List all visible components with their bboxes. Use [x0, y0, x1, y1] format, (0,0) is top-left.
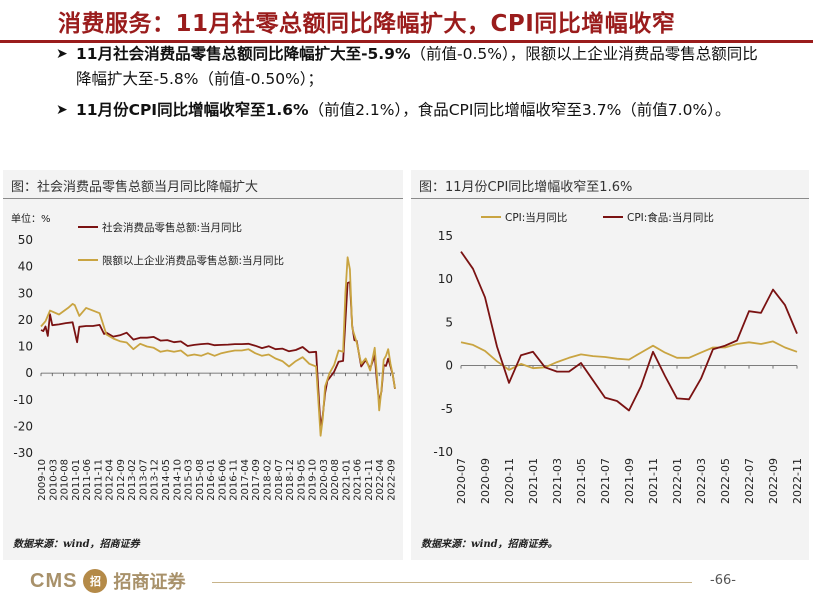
- data-source: 数据来源：wind，招商证券: [13, 539, 140, 550]
- slide-title: 消费服务：11月社零总额同比降幅扩大，CPI同比增幅收窄: [58, 11, 676, 37]
- x-tick-label: 2020-08: [330, 459, 341, 501]
- x-tick-label: 2014-05: [161, 459, 172, 501]
- x-tick-label: 2009-10: [37, 459, 48, 501]
- logo-chinese-name: 招商证券: [113, 572, 186, 593]
- x-tick-label: 2018-07: [274, 459, 285, 501]
- chart-title: 图：社会消费品零售总额当月同比降幅扩大: [11, 180, 259, 195]
- y-tick-label: 20: [18, 313, 33, 327]
- y-tick-label: 5: [445, 315, 453, 329]
- bullet-point: ➤ 11月社会消费品零售总额同比降幅扩大至-5.9%（前值-0.5%），限额以上…: [56, 42, 758, 92]
- x-tick-label: 2020-11: [503, 458, 516, 504]
- bullet-rest: （前值-0.5%），限额以上企业消费品零售总额同比降幅扩大至-5.8%（前值-0…: [76, 45, 758, 88]
- panel-divider: [411, 198, 809, 199]
- y-tick-label: -30: [13, 446, 33, 460]
- bullet-text: 11月份CPI同比增幅收窄至1.6%（前值2.1%），食品CPI同比增幅收窄至3…: [58, 98, 758, 123]
- x-tick-label: 2022-09: [767, 458, 780, 504]
- x-tick-label: 2020-09: [479, 458, 492, 504]
- x-tick-label: 2017-09: [251, 459, 262, 501]
- company-logo: CMS 招 招商证券: [30, 568, 185, 594]
- x-tick-label: 2015-08: [195, 459, 206, 501]
- bullet-lead: 11月社会消费品零售总额同比降幅扩大至-5.9%: [76, 45, 411, 63]
- series-line-2: [40, 256, 396, 437]
- x-tick-label: 2022-05: [719, 458, 732, 504]
- page-number: -66-: [710, 573, 736, 588]
- arrow-bullet-icon: ➤: [56, 46, 68, 62]
- x-tick-label: 2016-01: [206, 459, 217, 501]
- x-tick-label: 2018-12: [285, 459, 296, 501]
- x-tick-label: 2020-03: [319, 459, 330, 501]
- legend-label: 限额以上企业消费品零售总额:当月同比: [102, 254, 284, 267]
- x-tick-label: 2012-09: [116, 459, 127, 501]
- x-tick-label: 2017-04: [240, 459, 251, 501]
- y-tick-label: -10: [433, 445, 453, 459]
- data-source: 数据来源：wind，招商证券。: [421, 539, 558, 550]
- y-tick-label: 0: [25, 366, 33, 380]
- x-tick-label: 2022-07: [743, 458, 756, 504]
- x-tick-label: 2021-01: [527, 458, 540, 504]
- x-tick-label: 2016-11: [229, 459, 240, 501]
- bullet-point: ➤ 11月份CPI同比增幅收窄至1.6%（前值2.1%），食品CPI同比增幅收窄…: [56, 98, 758, 123]
- y-tick-label: 10: [438, 272, 453, 286]
- footer-divider: [212, 582, 692, 583]
- legend-label: CPI:食品:当月同比: [627, 211, 714, 224]
- x-tick-label: 2021-11: [647, 458, 660, 504]
- x-tick-label: 2015-03: [184, 459, 195, 501]
- x-tick-label: 2022-04: [375, 459, 386, 501]
- unit-label: 单位：%: [11, 212, 51, 225]
- x-tick-label: 2022-11: [791, 458, 804, 504]
- x-tick-label: 2021-03: [551, 458, 564, 504]
- x-tick-label: 2010-03: [48, 459, 59, 501]
- y-tick-label: -10: [13, 393, 33, 407]
- title-divider: [0, 40, 813, 43]
- x-tick-label: 2020-07: [455, 458, 468, 504]
- y-tick-label: 50: [18, 233, 33, 247]
- y-tick-label: 15: [438, 229, 453, 243]
- legend-label: 社会消费品零售总额:当月同比: [102, 221, 242, 234]
- x-tick-label: 2019-10: [308, 459, 319, 501]
- x-tick-label: 2013-07: [138, 459, 149, 501]
- y-tick-label: 30: [18, 286, 33, 300]
- x-tick-label: 2022-03: [695, 458, 708, 504]
- x-tick-label: 2010-08: [60, 459, 71, 501]
- y-tick-label: -5: [441, 402, 453, 416]
- x-tick-label: 2013-02: [127, 459, 138, 501]
- x-tick-label: 2021-09: [623, 458, 636, 504]
- y-tick-label: 10: [18, 340, 33, 354]
- chart-title: 图：11月份CPI同比增幅收窄至1.6%: [419, 180, 633, 195]
- x-tick-label: 2021-01: [341, 459, 352, 501]
- x-tick-label: 2018-02: [262, 459, 273, 501]
- bullet-lead: 11月份CPI同比增幅收窄至1.6%: [76, 101, 309, 119]
- x-tick-label: 2016-06: [217, 459, 228, 501]
- x-tick-label: 2011-06: [82, 459, 93, 501]
- series-line-1: [40, 281, 396, 429]
- legend-label: CPI:当月同比: [505, 211, 567, 224]
- panel-divider: [3, 198, 403, 199]
- x-tick-label: 2021-06: [353, 459, 364, 501]
- x-tick-label: 2011-11: [93, 459, 104, 501]
- x-tick-label: 2021-07: [599, 458, 612, 504]
- x-tick-label: 2014-10: [172, 459, 183, 501]
- x-tick-label: 2012-04: [105, 459, 116, 501]
- arrow-bullet-icon: ➤: [56, 102, 68, 118]
- y-tick-label: -20: [13, 419, 33, 433]
- x-tick-label: 2022-01: [671, 458, 684, 504]
- x-tick-label: 2021-11: [364, 459, 375, 501]
- y-tick-label: 0: [445, 359, 453, 373]
- x-tick-label: 2011-01: [71, 459, 82, 501]
- x-tick-label: 2022-09: [386, 459, 397, 501]
- y-tick-label: 40: [18, 260, 33, 274]
- x-tick-label: 2013-12: [150, 459, 161, 501]
- x-tick-label: 2021-05: [575, 458, 588, 504]
- chart-panel-cpi: 图：11月份CPI同比增幅收窄至1.6% 15 10 5 0 -5 -10 2020-07 2…: [411, 170, 809, 560]
- logo-mark-icon: 招: [83, 569, 108, 593]
- x-tick-label: 2019-05: [296, 459, 307, 501]
- series-line-2: [460, 251, 798, 412]
- bullet-rest: （前值2.1%），食品CPI同比增幅收窄至3.7%（前值7.0%）。: [308, 101, 731, 119]
- chart-panel-retail-sales: 图：社会消费品零售总额当月同比降幅扩大 单位：% 50 40 30 20 10 0 -10 -2…: [3, 170, 403, 560]
- bullet-text: 11月社会消费品零售总额同比降幅扩大至-5.9%（前值-0.5%），限额以上企业…: [58, 42, 758, 92]
- logo-text: CMS: [30, 569, 78, 592]
